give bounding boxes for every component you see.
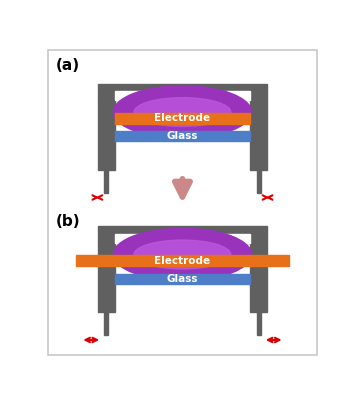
- Bar: [115, 243, 250, 312]
- Ellipse shape: [113, 86, 252, 138]
- Bar: [115, 91, 250, 101]
- Bar: [98, 83, 267, 101]
- Ellipse shape: [134, 97, 231, 126]
- Text: Electrode: Electrode: [155, 113, 210, 123]
- Bar: [104, 312, 108, 335]
- Text: Glass: Glass: [167, 274, 198, 284]
- Bar: [250, 243, 267, 312]
- Bar: [76, 255, 289, 266]
- Bar: [104, 170, 108, 193]
- Bar: [98, 226, 267, 243]
- Bar: [250, 101, 267, 170]
- Ellipse shape: [134, 240, 231, 269]
- Bar: [98, 243, 115, 312]
- Ellipse shape: [113, 228, 252, 281]
- Text: (a): (a): [56, 58, 80, 73]
- Bar: [115, 101, 250, 170]
- Bar: [115, 113, 250, 124]
- Text: (b): (b): [56, 215, 81, 229]
- Bar: [257, 312, 261, 335]
- Bar: [115, 131, 250, 141]
- Bar: [98, 101, 115, 170]
- Bar: [115, 234, 250, 243]
- Text: Glass: Glass: [167, 131, 198, 141]
- Text: Electrode: Electrode: [155, 256, 210, 265]
- Bar: [115, 274, 250, 284]
- Bar: [257, 170, 261, 193]
